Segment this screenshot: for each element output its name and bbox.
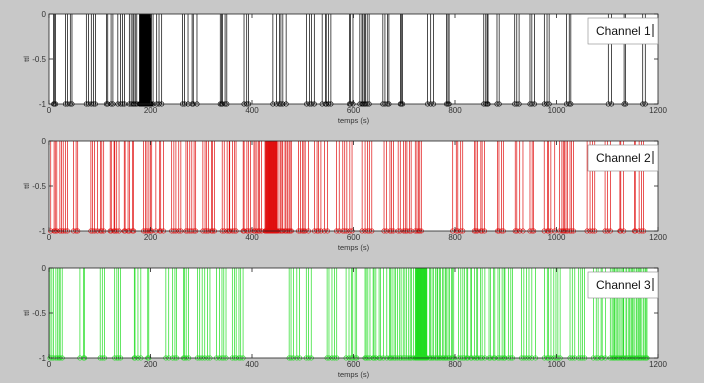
legend-label: Channel 2	[596, 151, 651, 165]
x-tick-label: 1200	[649, 106, 667, 115]
y-axis-label: ttl	[22, 310, 31, 316]
x-tick-label: 1200	[649, 233, 667, 242]
x-tick-label: 200	[144, 106, 158, 115]
x-tick-label: 400	[245, 233, 259, 242]
x-tick-label: 1200	[649, 360, 667, 369]
x-tick-label: 600	[347, 106, 361, 115]
x-tick-label: 200	[144, 360, 158, 369]
legend-label: Channel 1	[596, 24, 651, 38]
y-axis-label: ttl	[22, 183, 31, 189]
y-tick-label: 0	[42, 137, 47, 146]
x-tick-label: 0	[47, 106, 52, 115]
x-tick-label: 600	[347, 233, 361, 242]
legend-box	[587, 17, 659, 45]
y-tick-label: -1	[39, 354, 47, 363]
x-tick-label: 0	[47, 233, 52, 242]
y-tick-label: -1	[39, 100, 47, 109]
x-tick-label: 1000	[548, 233, 566, 242]
x-tick-label: 200	[144, 233, 158, 242]
x-tick-label: 0	[47, 360, 52, 369]
x-axis-label: temps (s)	[338, 116, 370, 125]
y-axis-label: ttl	[22, 56, 31, 62]
stem-series	[50, 141, 644, 231]
x-tick-label: 400	[245, 360, 259, 369]
x-axis-label: temps (s)	[338, 370, 370, 379]
x-tick-label: 800	[448, 360, 462, 369]
y-tick-label: -0.5	[32, 309, 46, 318]
x-axis-label: temps (s)	[338, 243, 370, 252]
x-tick-label: 1000	[548, 360, 566, 369]
plot-area	[49, 141, 658, 231]
legend-label: Channel 3	[596, 278, 651, 292]
y-tick-label: -1	[39, 227, 47, 236]
y-tick-label: -0.5	[32, 55, 46, 64]
x-tick-label: 1000	[548, 106, 566, 115]
y-tick-label: -0.5	[32, 182, 46, 191]
stem-series	[53, 14, 646, 104]
legend-box	[587, 144, 659, 172]
x-tick-label: 800	[448, 233, 462, 242]
x-tick-label: 800	[448, 106, 462, 115]
y-tick-label: 0	[42, 264, 47, 273]
plot-area	[49, 268, 658, 358]
stem-series	[49, 268, 648, 358]
legend-box	[587, 271, 659, 299]
x-tick-label: 400	[245, 106, 259, 115]
y-tick-label: 0	[42, 10, 47, 19]
x-tick-label: 600	[347, 360, 361, 369]
